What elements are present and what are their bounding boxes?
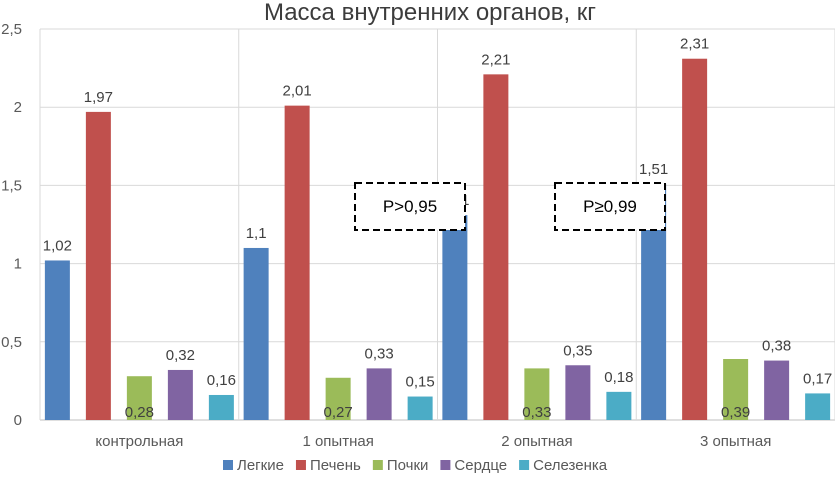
data-label: 0,38 [762,338,791,355]
bars [44,58,831,421]
legend-swatch [223,460,233,470]
annotations: P>0,95 P≥0,99 [354,182,666,231]
legend-label: Легкие [237,457,284,474]
x-tick-label: 3 опытная [700,433,771,450]
data-label: 2,21 [481,51,510,68]
data-label: 0,39 [721,404,750,421]
data-label: 0,17 [803,370,832,387]
data-label: 0,18 [604,369,633,386]
bar [325,377,351,420]
y-tick-label: 1,5 [1,177,22,194]
data-label: 0,27 [324,404,353,421]
bar [85,111,111,420]
y-tick-label: 2 [14,99,22,116]
bar [565,365,591,420]
bar [524,368,550,420]
data-label: 0,35 [563,342,592,359]
data-label: 0,28 [125,404,154,421]
bar [682,58,708,420]
bar [723,359,749,420]
data-label: 0,32 [166,347,195,364]
data-label: 1,1 [246,225,267,242]
legend-swatch [372,460,383,470]
bar [764,360,790,420]
legend-label: Сердце [454,457,507,474]
y-tick-label: 0,5 [1,334,22,351]
bar [805,393,831,420]
legend-label: Почки [387,457,429,474]
y-axis: 0 0,5 1 1,5 2 2,5 [1,21,22,429]
bar [208,394,234,420]
legend-swatch [519,460,530,470]
data-label: 2,01 [283,83,312,100]
legend-swatch [295,460,306,470]
bar [243,247,269,420]
legend-swatch [440,460,451,470]
data-labels: 1,02 1,97 0,28 0,32 0,16 1,1 2,01 0,27 0,33 0,15 1… [43,36,832,421]
x-tick-label: 1 опытная [302,433,373,450]
data-label: 1,02 [43,237,72,254]
legend-label: Печень [310,457,361,474]
data-label: 1,97 [84,89,113,106]
y-tick-label: 0 [14,412,22,429]
bar [126,376,152,420]
annotation-box-1 [354,182,466,231]
data-label: 0,16 [207,372,236,389]
bar [284,105,310,421]
annotation-box-2 [554,182,666,231]
x-axis: контрольная 1 опытная 2 опытная 3 опытная [95,433,771,450]
x-tick-label: 2 опытная [501,433,572,450]
legend: Легкие Печень Почки Сердце Селезенка [223,457,608,474]
annotation-1: P>0,95 [383,197,437,216]
x-tick-label: контрольная [95,433,183,450]
y-tick-label: 1 [14,256,22,273]
bar [606,391,632,420]
chart-title: Масса внутренних органов, кг [264,0,596,26]
data-label: 2,31 [680,36,709,53]
bar [366,368,392,420]
data-label: 0,33 [365,345,394,362]
bar [407,396,433,420]
data-label: 1,51 [639,161,668,178]
data-label: 0,33 [522,404,551,421]
bar [44,260,70,420]
bar [483,74,509,420]
annotation-2: P≥0,99 [583,197,637,216]
bar [442,215,468,420]
gridlines [39,28,835,421]
y-tick-label: 2,5 [1,21,22,38]
data-label: 0,15 [406,374,435,391]
legend-label: Селезенка [533,457,608,474]
bar [167,369,193,420]
